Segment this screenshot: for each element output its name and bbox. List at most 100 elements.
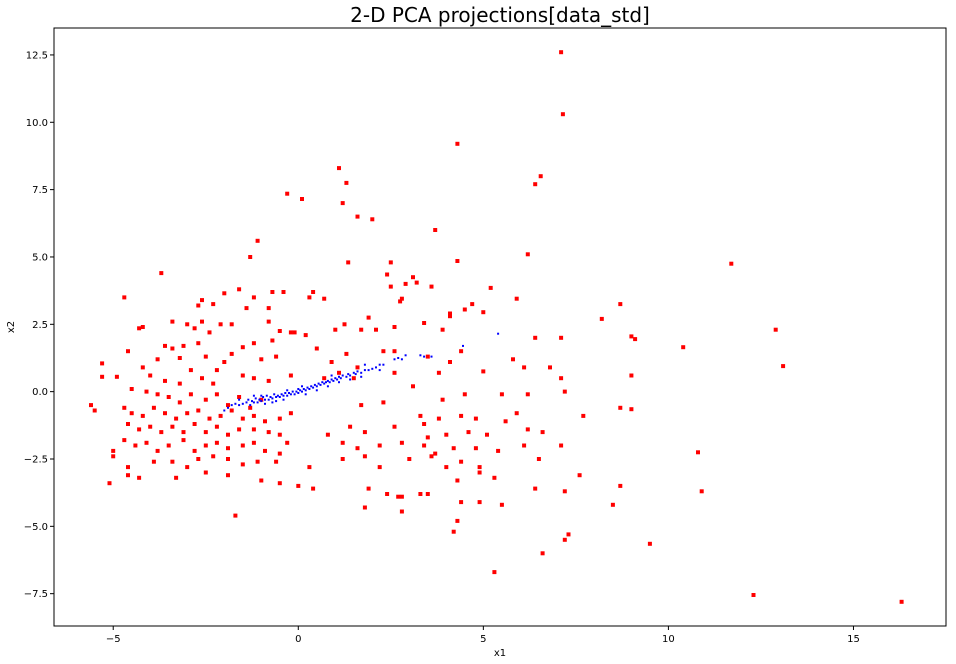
scatter-point — [385, 272, 390, 277]
scatter-point — [249, 404, 252, 407]
scatter-point — [196, 303, 201, 308]
scatter-point — [633, 337, 638, 342]
scatter-point — [122, 295, 127, 300]
scatter-point — [211, 381, 216, 386]
scatter-point — [177, 381, 182, 386]
scatter-point — [470, 302, 475, 307]
scatter-point — [338, 381, 340, 384]
scatter-point — [396, 494, 401, 499]
scatter-point — [536, 457, 541, 461]
scatter-point — [282, 394, 285, 397]
scatter-point — [347, 373, 350, 376]
scatter-point — [251, 427, 256, 432]
scatter-point — [422, 321, 427, 325]
points-layer — [89, 50, 904, 604]
scatter-point — [315, 385, 318, 388]
scatter-point — [144, 440, 149, 445]
scatter-point — [252, 401, 255, 404]
scatter-point — [351, 376, 356, 381]
scatter-point — [610, 502, 615, 507]
scatter-point — [304, 393, 307, 396]
scatter-point — [295, 390, 298, 393]
scatter-point — [477, 470, 482, 475]
scatter-point — [226, 403, 230, 408]
scatter-point — [140, 365, 145, 370]
scatter-point — [323, 382, 326, 385]
scatter-point — [375, 366, 377, 369]
scatter-point — [473, 416, 478, 421]
scatter-point — [188, 392, 193, 397]
x-tick-label: 0 — [295, 634, 301, 645]
scatter-point — [288, 373, 293, 378]
scatter-point — [344, 351, 349, 356]
scatter-point — [203, 430, 208, 435]
scatter-point — [366, 315, 371, 320]
scatter-point — [234, 402, 237, 405]
scatter-point — [496, 448, 501, 453]
scatter-point — [286, 394, 289, 397]
scatter-point — [200, 319, 204, 324]
scatter-point — [751, 593, 756, 597]
scatter-point — [429, 454, 434, 459]
scatter-point — [367, 369, 370, 372]
scatter-point — [359, 327, 364, 332]
scatter-point — [286, 389, 289, 392]
scatter-point — [240, 416, 245, 421]
scatter-point — [400, 358, 403, 361]
scatter-point — [291, 390, 294, 393]
scatter-point — [151, 405, 156, 410]
scatter-point — [214, 392, 219, 397]
scatter-point — [681, 345, 686, 350]
scatter-point — [337, 166, 341, 171]
scatter-point — [303, 333, 308, 338]
scatter-point — [647, 541, 652, 546]
scatter-point — [129, 387, 134, 391]
scatter-point — [214, 440, 219, 445]
scatter-point — [599, 316, 604, 321]
scatter-point — [629, 373, 634, 378]
scatter-point — [262, 396, 265, 398]
scatter-point — [362, 430, 367, 435]
scatter-point — [237, 427, 242, 432]
scatter-point — [301, 385, 303, 388]
scatter-point — [566, 532, 571, 537]
scatter-point — [192, 422, 197, 426]
scatter-point — [773, 327, 778, 332]
scatter-point — [466, 430, 471, 435]
scatter-point — [377, 443, 382, 448]
scatter-point — [436, 370, 441, 375]
scatter-point — [266, 378, 271, 383]
scatter-point — [448, 314, 452, 319]
scatter-point — [462, 307, 467, 312]
scatter-point — [251, 295, 256, 300]
scatter-point — [207, 416, 212, 421]
scatter-point — [423, 355, 426, 358]
scatter-point — [699, 489, 704, 494]
scatter-point — [293, 393, 296, 396]
scatter-point — [629, 334, 634, 339]
scatter-point — [363, 363, 366, 366]
plot-area-frame — [53, 27, 947, 627]
scatter-point — [360, 371, 363, 374]
scatter-point — [163, 378, 167, 383]
scatter-point — [265, 394, 268, 397]
scatter-point — [411, 384, 415, 389]
scatter-point — [251, 400, 253, 403]
scatter-point — [214, 368, 219, 373]
scatter-point — [392, 424, 397, 429]
scatter-point — [296, 483, 301, 488]
scatter-point — [436, 416, 441, 421]
scatter-point — [559, 50, 564, 55]
scatter-point — [511, 357, 515, 362]
y-tick-label: 0.0 — [32, 387, 48, 398]
scatter-point — [362, 505, 367, 510]
x-axis-ticks: −5 0 5 10 15 — [106, 626, 860, 645]
scatter-point — [122, 405, 127, 410]
scatter-point — [308, 388, 311, 390]
scatter-point — [137, 326, 142, 331]
scatter-point — [137, 427, 142, 432]
scatter-point — [345, 375, 348, 378]
scatter-point — [170, 424, 175, 429]
scatter-point — [233, 513, 238, 518]
scatter-point — [481, 310, 486, 315]
